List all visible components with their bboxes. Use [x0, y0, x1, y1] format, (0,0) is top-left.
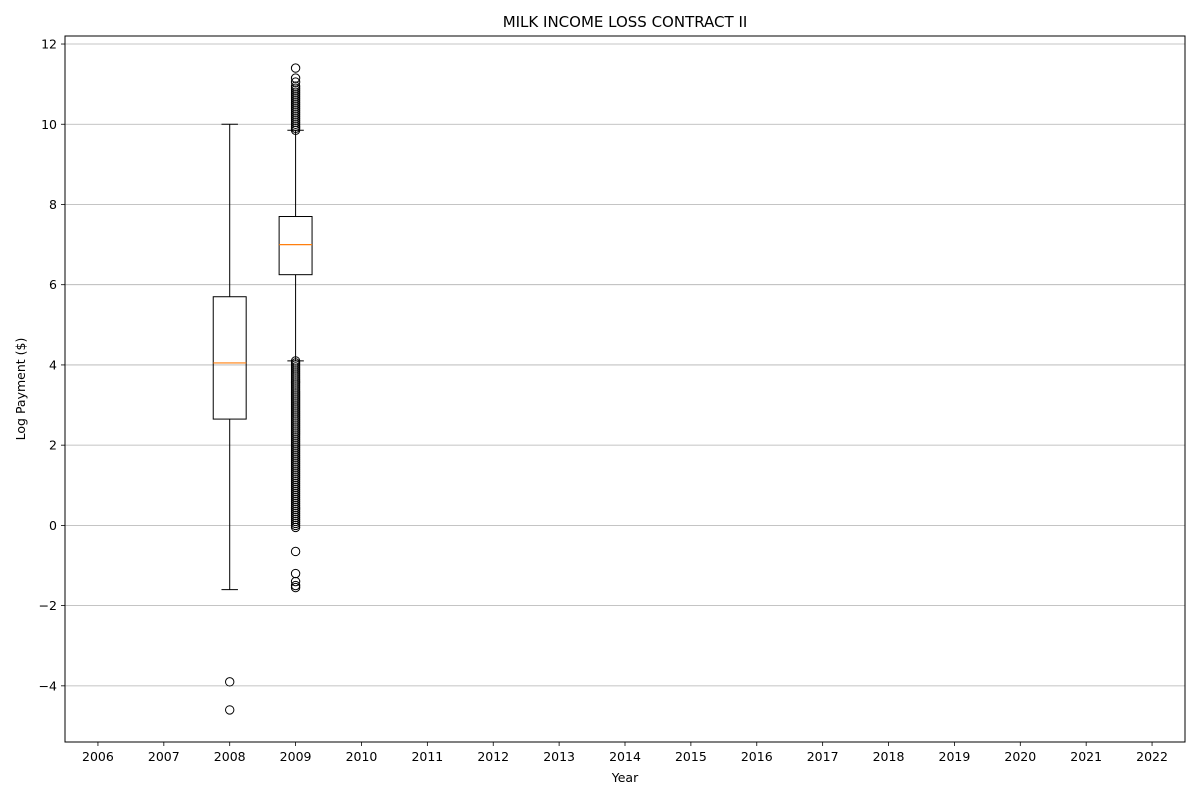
x-tick-label: 2019	[939, 749, 971, 764]
x-tick-label: 2011	[411, 749, 443, 764]
x-tick-label: 2007	[148, 749, 180, 764]
x-tick-label: 2009	[280, 749, 312, 764]
outlier-point	[290, 576, 301, 587]
x-tick-label: 2015	[675, 749, 707, 764]
chart-title: MILK INCOME LOSS CONTRACT II	[503, 13, 748, 31]
outlier-point	[225, 705, 235, 715]
x-tick-label: 2022	[1136, 749, 1168, 764]
x-tick-label: 2020	[1004, 749, 1036, 764]
y-tick-label: −2	[39, 598, 57, 613]
box-group-2009	[278, 63, 313, 593]
iqr-box	[278, 216, 313, 276]
y-tick-label: 8	[49, 197, 57, 212]
x-axis-ticks: 2006 2007 2008 2009 2010 2011 2012 2013 2014 2015…	[82, 742, 1168, 764]
outlier-point	[290, 546, 301, 557]
outlier-point	[225, 677, 235, 687]
x-tick-label: 2017	[807, 749, 839, 764]
grid-lines	[65, 43, 1185, 687]
outlier-point	[290, 63, 301, 73]
x-tick-label: 2010	[346, 749, 378, 764]
x-tick-label: 2012	[477, 749, 509, 764]
x-tick-label: 2008	[214, 749, 246, 764]
x-tick-label: 2016	[741, 749, 773, 764]
y-tick-label: 10	[41, 117, 57, 132]
y-tick-label: 2	[49, 438, 57, 453]
x-tick-label: 2014	[609, 749, 641, 764]
y-tick-label: 12	[41, 37, 57, 52]
y-tick-label: 4	[49, 357, 57, 372]
y-tick-label: 0	[49, 518, 57, 533]
y-axis-label: Log Payment ($)	[13, 338, 28, 441]
iqr-box	[212, 296, 247, 420]
outlier-point	[290, 125, 301, 135]
x-tick-label: 2021	[1070, 749, 1102, 764]
x-tick-label: 2013	[543, 749, 575, 764]
x-tick-label: 2018	[873, 749, 905, 764]
y-tick-label: −4	[39, 678, 57, 693]
box-group-2008	[212, 123, 247, 715]
y-tick-label: 6	[49, 277, 57, 292]
y-axis-ticks: −4 −2 0 2 4 6 8 10 12	[39, 37, 65, 693]
x-tick-label: 2006	[82, 749, 114, 764]
x-axis-label: Year	[611, 770, 639, 785]
boxes	[212, 63, 313, 715]
outlier-point	[290, 522, 301, 533]
outlier-point	[290, 582, 301, 593]
